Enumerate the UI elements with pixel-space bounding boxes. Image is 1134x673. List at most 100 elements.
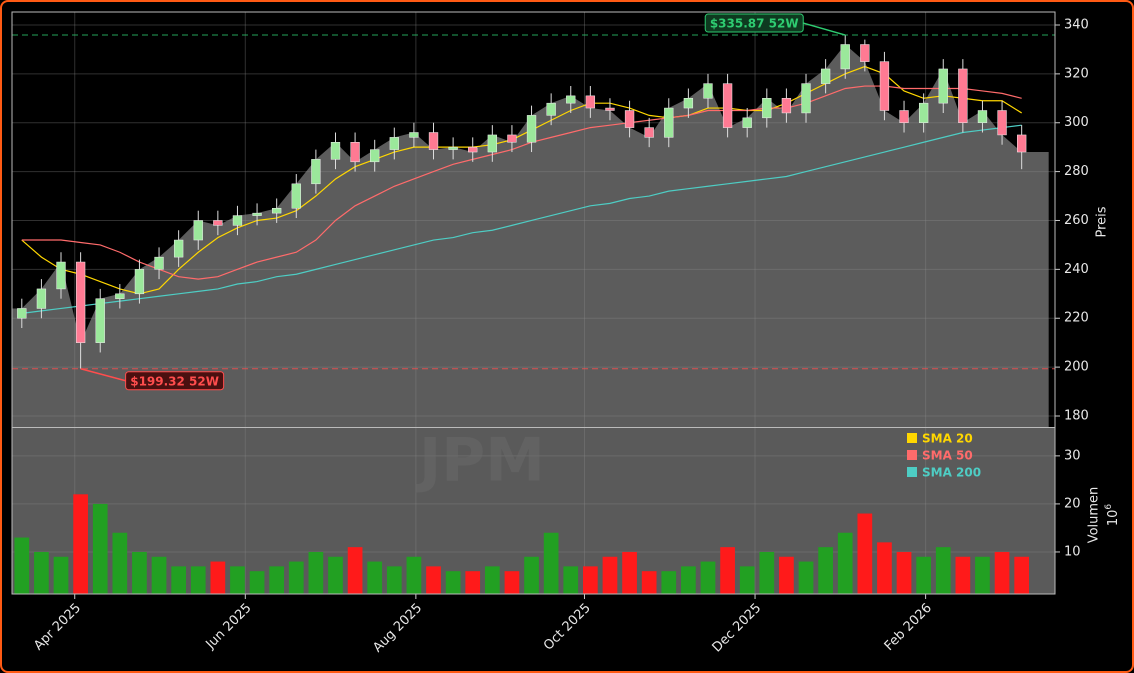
candle-body: [820, 68, 831, 84]
candle-body: [918, 102, 929, 123]
candle-body: [781, 98, 792, 114]
candle-body: [566, 95, 576, 104]
volume-bar: [837, 532, 853, 594]
volume-bar: [543, 532, 559, 594]
candle-body: [311, 159, 321, 185]
volume-bar: [857, 513, 873, 594]
volume-bar: [641, 571, 657, 594]
legend-swatch: [907, 433, 917, 443]
candle-body: [958, 68, 968, 123]
legend-swatch: [907, 450, 917, 460]
candle-body: [644, 127, 654, 138]
candle-body: [860, 44, 870, 62]
candle-body: [330, 142, 341, 160]
volume-bar: [465, 571, 481, 594]
volume-bar: [210, 561, 226, 594]
y-tick-label: 200: [1064, 360, 1089, 375]
sma-line: [21, 85, 1022, 280]
volume-bar: [230, 566, 245, 594]
volume-bar: [994, 551, 1010, 594]
candle-body: [801, 83, 811, 114]
y-tick-label: 180: [1064, 409, 1089, 424]
volume-bar: [955, 556, 971, 594]
volume-tick-label: 20: [1064, 496, 1081, 511]
volume-bar: [132, 551, 147, 594]
candle-body: [409, 132, 419, 138]
y-tick-label: 280: [1064, 164, 1089, 179]
symbol-watermark: JPM: [415, 426, 545, 496]
candle-body: [605, 107, 615, 111]
volume-bar: [249, 571, 265, 594]
y-tick-label: 300: [1064, 115, 1089, 130]
volume-bar: [367, 561, 383, 594]
candle-body: [252, 212, 262, 216]
sma-line: [21, 65, 1022, 295]
volume-tick-label: 10: [1064, 544, 1081, 559]
candle-body: [899, 110, 909, 123]
legend-label: SMA 200: [922, 466, 981, 480]
volume-scale: 106: [1104, 504, 1121, 527]
candle-body: [428, 132, 439, 150]
volume-bar: [445, 571, 461, 594]
volume-bar: [877, 542, 892, 594]
annotation-box: [125, 371, 225, 391]
candle-body: [507, 134, 517, 143]
volume-bar: [583, 566, 598, 594]
volume-bar: [739, 566, 755, 594]
candle-body: [840, 44, 850, 70]
y-tick-label: 240: [1064, 262, 1089, 277]
volume-bar: [328, 556, 343, 594]
annotation-label: $335.87 52W: [710, 17, 799, 31]
annotation-box: [704, 13, 804, 33]
volume-bar: [681, 566, 696, 594]
candle-body: [173, 239, 184, 258]
volume-bar: [190, 566, 206, 594]
y-tick-label: 260: [1064, 213, 1089, 228]
candle-body: [722, 83, 733, 128]
y-tick-label: 340: [1064, 17, 1089, 32]
candle-body: [879, 61, 890, 111]
volume-bar: [798, 561, 814, 594]
candle-body: [448, 146, 458, 150]
x-tick-label: Dec 2025: [710, 601, 765, 656]
y-tick-label: 220: [1064, 311, 1089, 326]
volume-bar: [622, 551, 637, 594]
annotation-label: $199.32 52W: [130, 374, 219, 388]
price-area: [11, 44, 1049, 427]
volume-bar: [426, 566, 441, 594]
candle-body: [585, 95, 596, 109]
candle-body: [75, 261, 86, 343]
volume-bar: [406, 556, 422, 594]
candle-body: [232, 215, 243, 226]
volume-tick-label: 30: [1064, 448, 1081, 463]
volume-bar: [759, 551, 775, 594]
volume-bar: [818, 547, 833, 594]
candle-body: [487, 134, 497, 153]
candle-body: [546, 102, 556, 116]
volume-bar: [288, 561, 304, 594]
candle-body: [664, 107, 674, 138]
candle-body: [703, 83, 713, 99]
candle-body: [272, 208, 282, 214]
y-tick-label: 320: [1064, 66, 1089, 81]
candle-body: [115, 293, 125, 299]
candle-body: [291, 183, 301, 209]
volume-bar: [602, 556, 618, 594]
volume-bar: [504, 571, 520, 594]
candle-body: [977, 110, 988, 123]
volume-bar: [151, 556, 167, 594]
annotation-arrow: [80, 368, 126, 382]
x-tick-label: Feb 2026: [882, 601, 935, 654]
volume-bar: [975, 556, 990, 594]
volume-bar: [112, 532, 128, 594]
candle-body: [1017, 134, 1027, 153]
volume-bar: [484, 566, 500, 594]
candle-body: [762, 98, 772, 119]
sma-line: [21, 124, 1022, 314]
volume-bar: [916, 556, 931, 594]
annotation-arrow: [803, 22, 846, 36]
scale-exponent: 6: [1104, 504, 1114, 510]
volume-bar: [347, 547, 363, 594]
candle-body: [350, 142, 360, 163]
